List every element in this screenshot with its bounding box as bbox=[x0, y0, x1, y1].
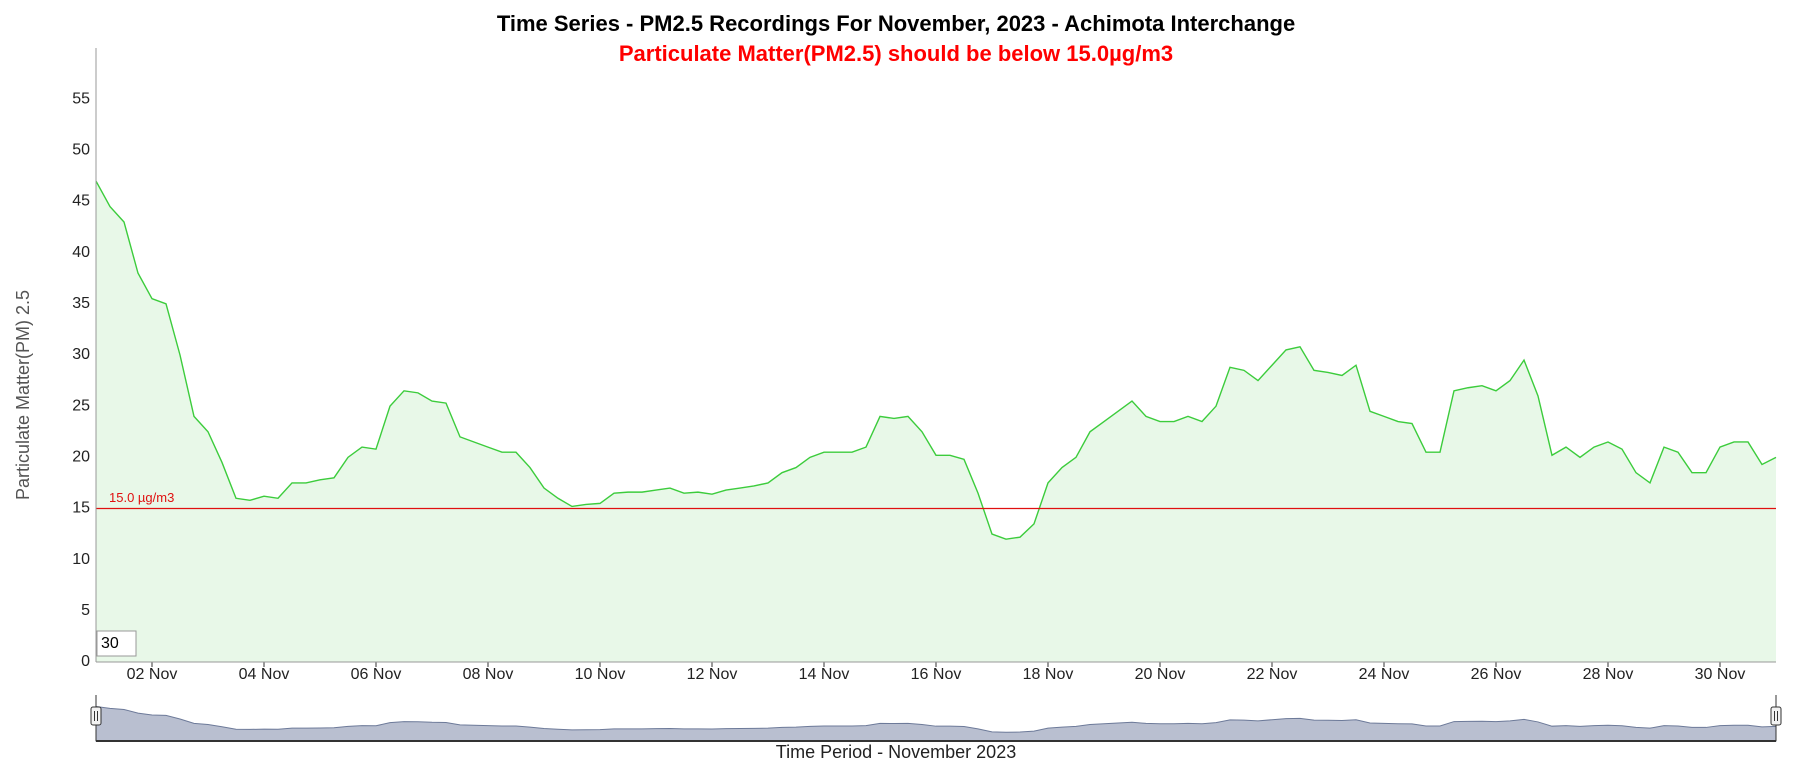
x-tick-label: 24 Nov bbox=[1359, 666, 1410, 683]
y-tick-label: 30 bbox=[72, 346, 90, 363]
x-tick-label: 02 Nov bbox=[127, 666, 178, 683]
y-tick-label: 35 bbox=[72, 295, 90, 312]
x-tick-label: 10 Nov bbox=[575, 666, 626, 683]
range-input[interactable] bbox=[96, 630, 137, 657]
range-input-value[interactable]: 30 bbox=[101, 635, 119, 652]
x-tick-label: 30 Nov bbox=[1695, 666, 1746, 683]
y-tick-label: 20 bbox=[72, 449, 90, 466]
y-axis-title: Particulate Matter(PM) 2.5 bbox=[13, 290, 33, 500]
x-tick-label: 22 Nov bbox=[1247, 666, 1298, 683]
chart-title: Time Series - PM2.5 Recordings For Novem… bbox=[497, 11, 1295, 36]
x-tick-label: 14 Nov bbox=[799, 666, 850, 683]
x-tick-label: 18 Nov bbox=[1023, 666, 1074, 683]
navigator-area bbox=[95, 705, 1777, 742]
y-tick-label: 45 bbox=[72, 193, 90, 210]
x-tick-label: 16 Nov bbox=[911, 666, 962, 683]
x-axis-title: Time Period - November 2023 bbox=[776, 742, 1016, 762]
y-tick-label: 0 bbox=[81, 653, 90, 670]
y-tick-label: 50 bbox=[72, 142, 90, 159]
y-tick-label: 40 bbox=[72, 244, 90, 261]
area-fill bbox=[96, 181, 1776, 663]
y-tick-label: 15 bbox=[72, 500, 90, 517]
x-tick-label: 06 Nov bbox=[351, 666, 402, 683]
x-tick-label: 08 Nov bbox=[463, 666, 514, 683]
x-tick-label: 12 Nov bbox=[687, 666, 738, 683]
series-line bbox=[95, 180, 1777, 540]
y-tick-label: 25 bbox=[72, 397, 90, 414]
x-tick-label: 26 Nov bbox=[1471, 666, 1522, 683]
threshold-label: 15.0 µg/m3 bbox=[109, 490, 174, 505]
x-tick-label: 20 Nov bbox=[1135, 666, 1186, 683]
x-tick-label: 04 Nov bbox=[239, 666, 290, 683]
x-tick-label: 28 Nov bbox=[1583, 666, 1634, 683]
navigator-handle[interactable] bbox=[90, 706, 102, 726]
y-tick-label: 10 bbox=[72, 551, 90, 568]
chart-subtitle: Particulate Matter(PM2.5) should be belo… bbox=[619, 41, 1173, 66]
navigator-handle[interactable] bbox=[1770, 706, 1782, 726]
y-tick-label: 55 bbox=[72, 90, 90, 107]
y-tick-label: 5 bbox=[81, 602, 90, 619]
